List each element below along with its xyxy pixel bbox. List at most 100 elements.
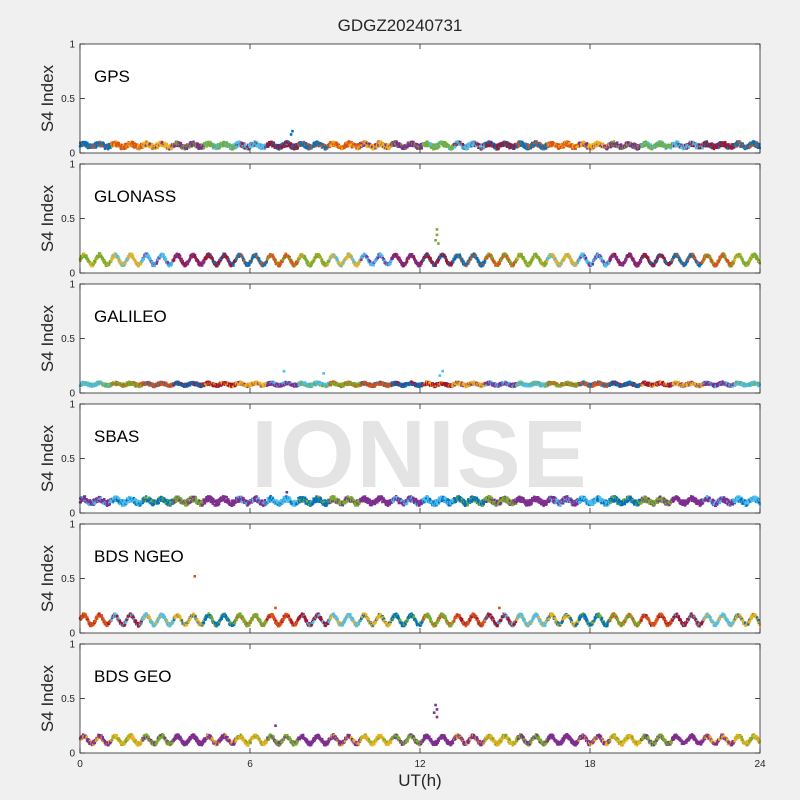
data-point (337, 146, 340, 149)
data-point (616, 141, 619, 144)
data-point (639, 259, 643, 263)
data-point (89, 143, 92, 146)
data-point (229, 147, 232, 150)
data-point (144, 144, 148, 147)
data-point (380, 145, 384, 148)
data-point (185, 147, 189, 151)
data-point (112, 141, 115, 144)
data-point (452, 260, 455, 264)
data-point (360, 142, 364, 145)
data-point (257, 142, 260, 146)
data-point (163, 142, 166, 145)
data-point (277, 143, 280, 147)
data-point (416, 146, 420, 149)
data-point (295, 143, 298, 146)
data-point (429, 257, 432, 260)
data-point (360, 141, 363, 144)
data-point (178, 255, 182, 258)
data-point (574, 147, 577, 151)
data-point (241, 144, 244, 148)
data-point (323, 143, 327, 147)
data-point (108, 145, 111, 148)
data-point (335, 142, 339, 145)
data-point (115, 253, 118, 256)
data-point (168, 146, 172, 149)
data-point (211, 147, 215, 150)
data-point (265, 260, 268, 263)
data-point (335, 145, 338, 149)
data-point (205, 145, 208, 148)
data-point (149, 146, 152, 149)
data-point (147, 144, 151, 148)
data-point (154, 146, 158, 149)
data-point (576, 261, 580, 264)
data-point (195, 145, 199, 148)
data-point (305, 142, 308, 145)
data-point (382, 142, 386, 146)
data-point (251, 145, 255, 148)
data-point (402, 145, 405, 148)
data-point (279, 263, 282, 266)
data-point (426, 140, 429, 143)
data-point (193, 254, 197, 257)
data-point (320, 258, 324, 261)
data-point (377, 143, 380, 146)
data-point (306, 146, 309, 150)
data-point (307, 143, 310, 146)
data-point (434, 264, 437, 267)
data-point (123, 147, 126, 151)
data-point (139, 144, 143, 147)
data-point (255, 252, 258, 256)
data-point (363, 144, 367, 147)
data-point (612, 140, 616, 143)
data-point (451, 147, 454, 150)
data-point (512, 263, 516, 267)
data-point (410, 141, 413, 145)
data-point (498, 262, 501, 265)
data-point (396, 253, 399, 257)
data-point (421, 144, 425, 147)
data-point (438, 145, 441, 148)
data-point (320, 146, 324, 149)
data-point (146, 141, 149, 144)
data-point (346, 144, 350, 148)
data-point (357, 144, 360, 148)
data-point (143, 143, 146, 146)
data-point (344, 145, 348, 148)
data-point (85, 144, 89, 147)
data-point (214, 147, 218, 151)
data-point (366, 145, 369, 148)
data-point (346, 256, 349, 259)
data-point (343, 146, 346, 150)
y-tick-label: 0 (69, 149, 75, 160)
data-point (172, 259, 176, 262)
data-point (84, 141, 87, 144)
outlier-point (289, 133, 293, 136)
data-point (243, 147, 246, 150)
data-point (362, 144, 365, 147)
data-point (326, 262, 329, 266)
data-point (516, 257, 520, 260)
data-point (232, 264, 235, 267)
data-point (115, 144, 119, 148)
data-point (425, 143, 428, 146)
y-axis-label: S4 Index (38, 64, 57, 132)
data-point (591, 262, 595, 266)
data-point (258, 146, 261, 149)
data-point (203, 261, 206, 264)
data-point (155, 262, 159, 265)
data-point (705, 140, 709, 143)
panel-label: GPS (94, 67, 130, 86)
data-point (215, 143, 218, 147)
data-point (119, 147, 123, 151)
data-point (371, 147, 375, 150)
data-point (355, 147, 358, 150)
data-point (386, 145, 390, 149)
data-point (131, 141, 135, 144)
data-point (113, 144, 116, 148)
data-point (98, 140, 102, 144)
data-point (200, 147, 203, 150)
data-point (82, 140, 85, 144)
